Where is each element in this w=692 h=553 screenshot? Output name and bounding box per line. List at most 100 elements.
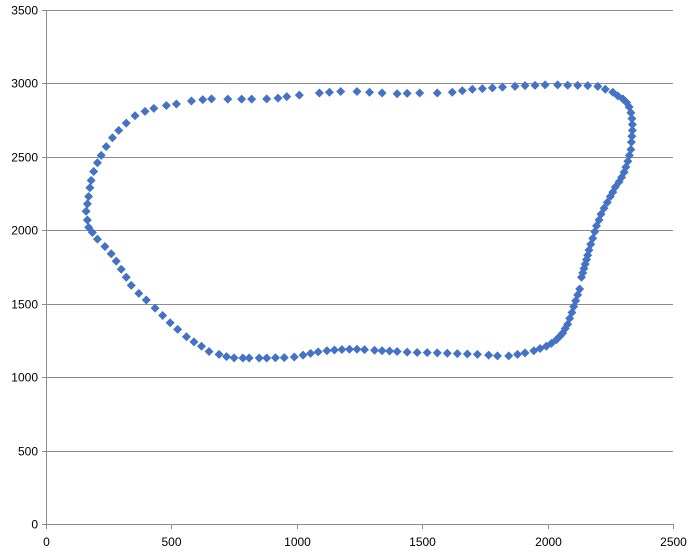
data-point — [626, 108, 636, 118]
data-point — [141, 295, 151, 305]
data-point — [92, 158, 102, 168]
data-point — [204, 346, 214, 356]
data-point — [329, 345, 339, 355]
data-point — [262, 94, 272, 104]
data-point — [244, 353, 254, 363]
x-tick-label: 1500 — [409, 535, 436, 549]
data-point — [140, 106, 150, 116]
data-point — [306, 348, 316, 358]
data-point — [89, 167, 99, 177]
data-point — [149, 103, 159, 113]
data-point — [583, 81, 593, 91]
y-tick-label: 1000 — [11, 371, 38, 385]
data-points — [81, 80, 637, 363]
data-point — [447, 87, 457, 97]
data-point — [336, 87, 346, 97]
data-point — [529, 346, 539, 356]
data-point — [84, 192, 94, 202]
x-tick-label: 2500 — [660, 535, 687, 549]
data-point — [121, 118, 131, 128]
data-point — [82, 215, 92, 225]
data-point — [337, 345, 347, 355]
data-point — [492, 351, 502, 361]
data-point — [229, 353, 239, 363]
y-tick-label: 500 — [18, 445, 38, 459]
y-tick-label: 3500 — [11, 4, 38, 18]
gridlines — [46, 10, 673, 452]
y-tick-label: 1500 — [11, 298, 38, 312]
data-point — [111, 256, 121, 266]
data-point — [530, 80, 540, 90]
data-point — [576, 272, 586, 282]
data-point — [81, 206, 91, 216]
data-point — [270, 353, 280, 363]
data-point — [540, 80, 550, 90]
data-point — [412, 347, 422, 357]
data-point — [385, 346, 395, 356]
data-point — [96, 150, 106, 160]
data-point — [573, 80, 583, 90]
data-point — [377, 88, 387, 98]
y-tick-label: 3000 — [11, 77, 38, 91]
data-point — [222, 352, 232, 362]
data-point — [126, 280, 136, 290]
data-point — [392, 346, 402, 356]
data-point — [198, 95, 208, 105]
data-point — [360, 345, 370, 355]
data-point — [365, 87, 375, 97]
data-point — [101, 142, 111, 152]
axes — [42, 10, 674, 529]
data-point — [344, 344, 354, 354]
data-point — [273, 93, 283, 103]
data-point — [86, 175, 96, 185]
data-point — [116, 264, 126, 274]
data-point — [432, 88, 442, 98]
data-point — [130, 111, 140, 121]
data-point — [370, 345, 380, 355]
data-point — [314, 88, 324, 98]
data-point — [422, 348, 432, 358]
data-point — [214, 349, 224, 359]
data-point — [477, 84, 487, 94]
data-point — [173, 324, 183, 334]
y-tick-label: 2000 — [11, 224, 38, 238]
data-point — [254, 353, 264, 363]
data-point — [107, 133, 117, 143]
data-point — [590, 227, 600, 237]
data-point — [392, 89, 402, 99]
data-point — [324, 87, 334, 97]
data-point — [520, 348, 530, 358]
data-point — [553, 80, 563, 90]
data-point — [513, 349, 523, 359]
data-point — [627, 114, 637, 124]
x-tick-label: 1000 — [284, 535, 311, 549]
y-axis-tick-labels: 0 500 1000 1500 2000 2500 3000 3500 — [11, 4, 38, 532]
data-point — [504, 351, 514, 361]
data-point — [114, 125, 124, 135]
data-point — [402, 347, 412, 357]
data-point — [84, 222, 94, 232]
data-point — [313, 347, 323, 357]
data-point — [452, 349, 462, 359]
data-point — [85, 183, 95, 193]
data-point — [322, 346, 332, 356]
x-tick-label: 500 — [161, 535, 181, 549]
data-point — [484, 350, 494, 360]
data-point — [602, 197, 612, 207]
x-tick-label: 0 — [43, 535, 50, 549]
data-point — [563, 80, 573, 90]
data-point — [237, 94, 247, 104]
data-point — [171, 99, 181, 109]
y-tick-label: 0 — [31, 518, 38, 532]
data-point — [352, 344, 362, 354]
data-point — [377, 346, 387, 356]
data-point — [82, 199, 92, 209]
data-point — [247, 94, 257, 104]
data-point — [294, 90, 304, 100]
data-point — [181, 332, 191, 342]
data-point — [106, 249, 116, 259]
data-point — [158, 310, 168, 320]
data-point — [100, 241, 110, 251]
data-point — [520, 81, 530, 91]
